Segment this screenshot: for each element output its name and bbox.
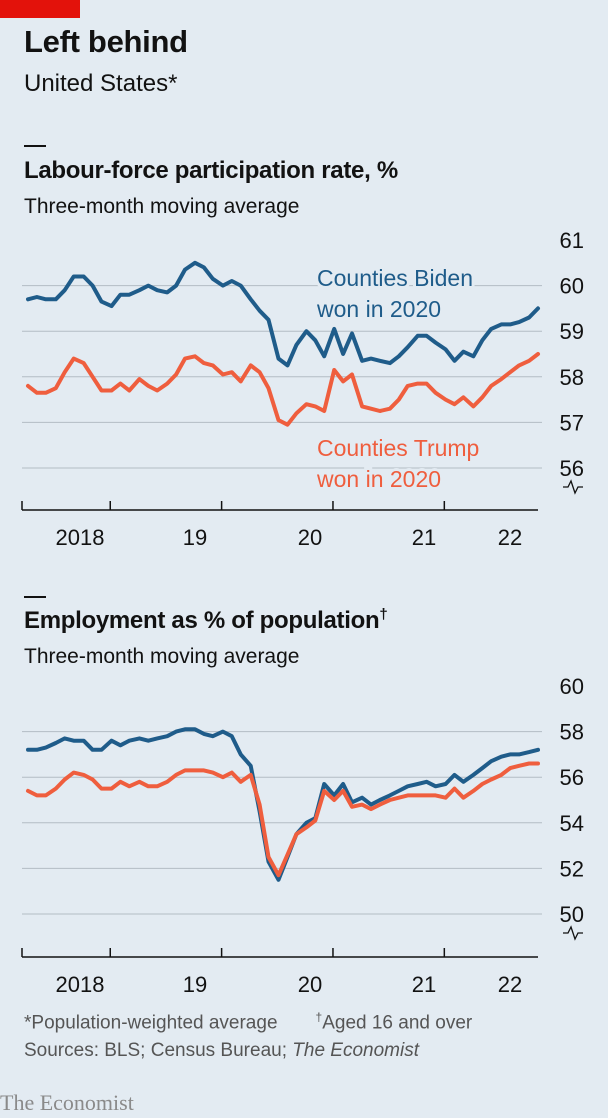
sources-line: Sources: BLS; Census Bureau; The Economi… [24, 1040, 419, 1062]
y-tick-label: 60 [560, 674, 584, 699]
chart1-subtitle: Three-month moving average [24, 195, 300, 218]
y-tick-label: 58 [560, 720, 584, 745]
footnote-dagger: † [315, 1010, 323, 1024]
x-tick-label: 2018 [56, 525, 105, 550]
x-tick-label: 20 [298, 525, 322, 550]
page-subtitle: United States* [24, 70, 178, 97]
x-tick-label: 19 [183, 972, 207, 997]
chart2-title-mark: † [379, 606, 388, 623]
trump-series-label: Counties Trump [317, 435, 479, 461]
participation-chart: 61 60 59 58 57 56 2018 19 20 21 22 Counties Biden wo… [21, 228, 584, 550]
y-tick-label: 60 [560, 274, 584, 299]
trump-series-line [26, 761, 540, 878]
page-title: Left behind [24, 24, 188, 59]
biden-series-label: won in 2020 [316, 296, 441, 322]
footnote-population-weighted: *Population-weighted average [24, 1012, 278, 1034]
y-tick-label: 58 [560, 365, 584, 390]
y-tick-label: 57 [560, 410, 584, 435]
axis-break-icon [563, 925, 583, 941]
chart1-rule [24, 145, 46, 147]
x-tick-label: 19 [183, 525, 207, 550]
biden-series-line [26, 260, 540, 368]
sources-economist: The Economist [292, 1040, 419, 1061]
trump-series-line [26, 352, 540, 427]
chart1-title: Labour-force participation rate, % [24, 157, 398, 184]
axis-break-icon [563, 479, 583, 495]
chart2-rule [24, 596, 46, 598]
x-tick-label: 21 [412, 525, 436, 550]
employment-chart: 60 58 56 54 52 50 2018 19 20 21 22 [21, 674, 584, 997]
x-tick-label: 21 [412, 972, 436, 997]
chart2-title-text: Employment as % of population [24, 607, 380, 634]
chart2-title: Employment as % of population† [24, 606, 388, 635]
chart2-subtitle: Three-month moving average [24, 645, 300, 668]
y-tick-label: 52 [560, 856, 584, 881]
x-tick-label: 20 [298, 972, 322, 997]
sources-text: Sources: BLS; Census Bureau; [24, 1040, 293, 1061]
footnote-aged: Aged 16 and over [322, 1012, 473, 1034]
y-tick-label: 59 [560, 319, 584, 344]
x-tick-label: 22 [498, 525, 522, 550]
y-tick-label: 50 [560, 902, 584, 927]
biden-series-label: Counties Biden [317, 265, 473, 291]
y-tick-label: 56 [560, 456, 584, 481]
y-tick-label: 56 [560, 765, 584, 790]
y-tick-label: 54 [560, 811, 584, 836]
economist-brand: The Economist [0, 1090, 134, 1115]
x-tick-label: 2018 [56, 972, 105, 997]
trump-series-label: won in 2020 [316, 466, 441, 492]
y-tick-label: 61 [560, 228, 584, 253]
biden-series-line [26, 727, 540, 882]
footnote-line: *Population-weighted average †Aged 16 and… [24, 1010, 472, 1034]
economist-red-tag [0, 0, 80, 18]
x-tick-label: 22 [498, 972, 522, 997]
